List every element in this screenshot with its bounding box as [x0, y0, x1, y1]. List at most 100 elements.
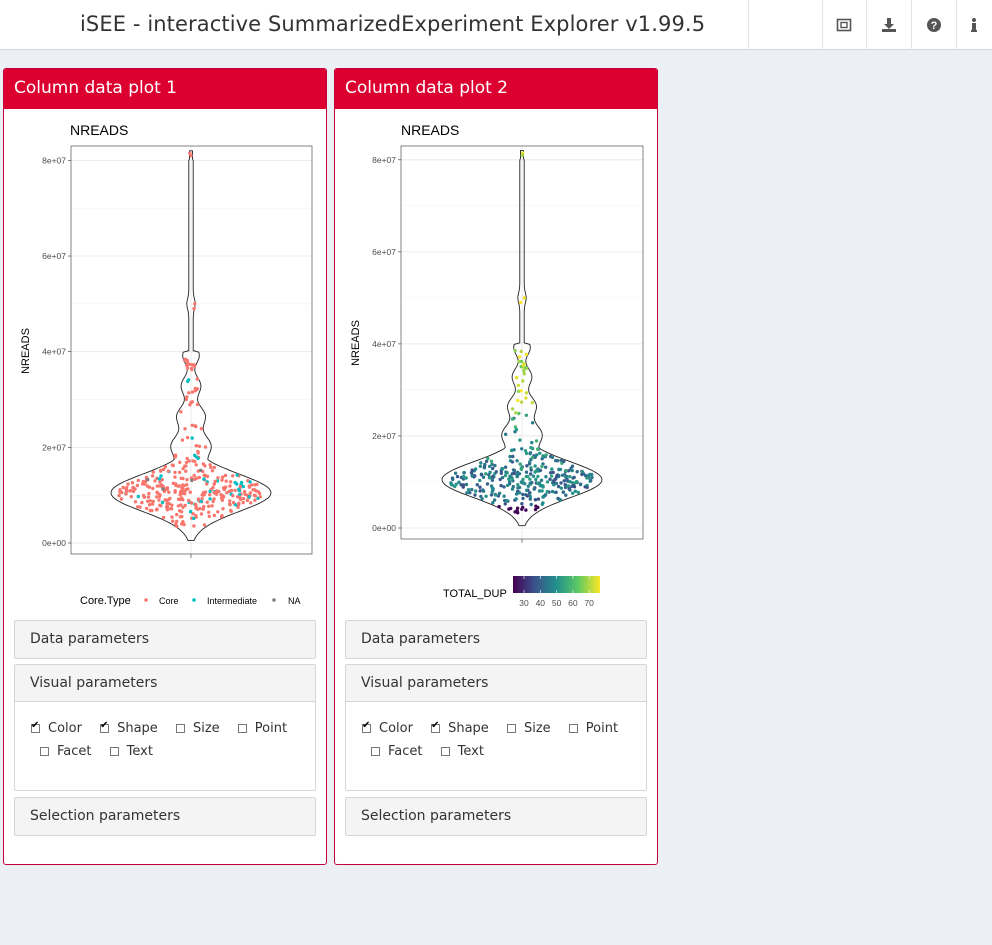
- checkbox-box[interactable]: [362, 720, 371, 733]
- data-point: [197, 444, 202, 448]
- data-point: [147, 491, 151, 496]
- visual-parameters-box: Visual parameters Color Shape Size Point…: [14, 664, 316, 791]
- data-point: [202, 523, 207, 527]
- column-data-plot-1-chart[interactable]: NREADS NREADS 0e+002e+074e+076e+078e+07 …: [4, 109, 326, 629]
- data-point: [180, 489, 184, 493]
- data-point: [545, 480, 550, 484]
- shape-checkbox[interactable]: Shape: [100, 720, 158, 736]
- data-point: [517, 359, 521, 364]
- data-point: [583, 473, 588, 478]
- data-point: [553, 477, 557, 482]
- data-point: [174, 482, 178, 486]
- point-checkbox[interactable]: Point: [237, 721, 287, 736]
- data-point: [512, 448, 516, 452]
- checkbox-box[interactable]: [100, 720, 110, 733]
- data-point: [589, 478, 593, 483]
- size-checkbox[interactable]: Size: [506, 721, 551, 736]
- facet-checkbox[interactable]: Facet: [371, 744, 423, 759]
- visual-parameters-title[interactable]: Visual parameters: [15, 665, 315, 702]
- data-point: [512, 471, 516, 475]
- data-point: [231, 474, 235, 478]
- checkbox-box[interactable]: [371, 747, 380, 756]
- panel-title: Column data plot 1: [4, 69, 326, 109]
- checkbox-box[interactable]: [440, 747, 450, 756]
- data-point: [170, 515, 174, 519]
- data-point: [241, 500, 245, 505]
- data-parameters-title[interactable]: Data parameters: [30, 631, 150, 647]
- checkbox-box[interactable]: [237, 724, 247, 733]
- data-point: [544, 465, 548, 469]
- data-point: [517, 355, 522, 359]
- data-point: [534, 477, 538, 482]
- checkbox-box[interactable]: [40, 747, 49, 756]
- color-checkbox[interactable]: Color: [31, 720, 82, 736]
- data-point: [185, 435, 190, 440]
- checkbox-label: Text: [126, 744, 153, 759]
- data-point: [540, 464, 544, 469]
- column-data-plot-2-chart[interactable]: NREADS NREADS 0e+002e+074e+076e+078e+07 …: [335, 109, 657, 629]
- data-point: [468, 491, 472, 495]
- shape-checkbox[interactable]: Shape: [431, 720, 489, 736]
- colorbar-tick-label: 70: [584, 598, 594, 608]
- data-point: [490, 478, 495, 482]
- checkbox-box[interactable]: [175, 724, 185, 733]
- selection-parameters-title[interactable]: Selection parameters: [361, 808, 512, 824]
- facet-checkbox[interactable]: Facet: [40, 744, 92, 759]
- data-point: [537, 481, 542, 485]
- svg-text:?: ?: [931, 20, 938, 32]
- data-parameters-box[interactable]: Data parameters: [345, 620, 647, 659]
- data-point: [502, 494, 506, 498]
- data-point: [194, 515, 198, 519]
- data-point: [129, 495, 133, 499]
- data-point: [188, 403, 192, 407]
- data-point: [155, 507, 159, 511]
- data-point: [212, 465, 216, 470]
- data-point: [491, 501, 495, 505]
- data-point: [475, 483, 479, 487]
- screenshot-button[interactable]: [822, 0, 866, 50]
- checkbox-box[interactable]: [506, 724, 516, 733]
- download-icon: [882, 18, 896, 32]
- visual-parameters-box: Visual parameters Color Shape Size Point…: [345, 664, 647, 791]
- download-button[interactable]: [867, 0, 911, 50]
- data-point: [524, 352, 529, 357]
- checkbox-box[interactable]: [431, 720, 441, 733]
- info-button[interactable]: [952, 0, 992, 50]
- selection-parameters-box[interactable]: Selection parameters: [345, 797, 647, 836]
- y-tick-label: 0e+00: [372, 523, 396, 533]
- data-point: [188, 490, 192, 494]
- data-point: [161, 467, 166, 472]
- visual-parameters-title[interactable]: Visual parameters: [346, 665, 646, 702]
- size-checkbox[interactable]: Size: [175, 721, 220, 736]
- data-point: [514, 428, 519, 432]
- data-point: [524, 413, 529, 417]
- point-checkbox[interactable]: Point: [568, 721, 618, 736]
- data-point: [534, 504, 538, 508]
- selection-parameters-box[interactable]: Selection parameters: [14, 797, 316, 836]
- data-point: [515, 459, 519, 463]
- data-point: [170, 503, 174, 507]
- text-checkbox[interactable]: Text: [440, 744, 484, 759]
- checkbox-box[interactable]: [109, 747, 119, 756]
- text-checkbox[interactable]: Text: [109, 744, 153, 759]
- data-point: [552, 483, 556, 487]
- data-point: [516, 470, 520, 474]
- checkbox-box[interactable]: [31, 720, 40, 733]
- data-point: [216, 476, 220, 480]
- color-checkbox[interactable]: Color: [362, 720, 413, 736]
- data-point: [533, 464, 537, 468]
- data-point: [210, 469, 215, 473]
- selection-parameters-title[interactable]: Selection parameters: [30, 808, 181, 824]
- help-button[interactable]: ?: [912, 0, 956, 50]
- violin-shape: [110, 150, 272, 542]
- data-parameters-title[interactable]: Data parameters: [361, 631, 481, 647]
- data-point: [527, 462, 532, 466]
- data-point: [461, 485, 465, 489]
- data-point: [145, 506, 149, 511]
- data-point: [497, 491, 502, 495]
- data-point: [194, 444, 198, 448]
- checkbox-box[interactable]: [568, 724, 578, 733]
- data-point: [151, 470, 155, 474]
- data-point: [203, 445, 208, 449]
- data-parameters-box[interactable]: Data parameters: [14, 620, 316, 659]
